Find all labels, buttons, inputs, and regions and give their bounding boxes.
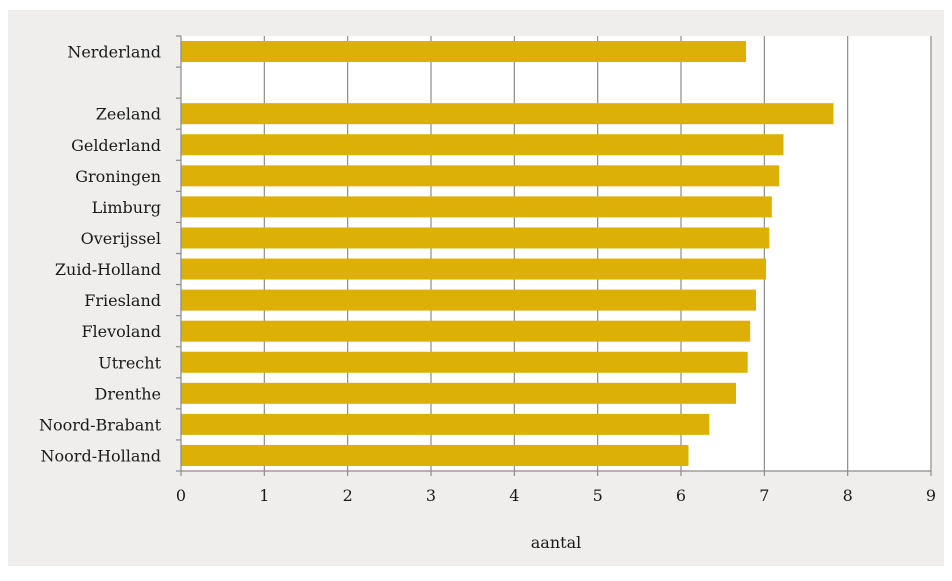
category-label: Drenthe [95,384,161,403]
bar-utrecht [181,351,748,373]
category-label: Gelderland [71,136,161,155]
bar-overijssel [181,227,770,249]
bar-flevoland [181,320,751,342]
category-label: Flevoland [81,322,161,341]
x-tick-label: 7 [759,486,769,505]
bar-friesland [181,289,756,311]
x-tick-label: 2 [343,486,353,505]
bar-nerderland [181,41,746,63]
x-axis-title: aantal [531,533,581,552]
category-label: Groningen [75,167,161,186]
bar-noord-holland [181,444,689,466]
x-tick-label: 3 [426,486,436,505]
category-label: Nerderland [67,43,161,62]
x-tick-label: 5 [593,486,603,505]
category-label: Noord-Holland [41,446,161,465]
bar-zuid-holland [181,258,766,280]
category-label: Limburg [92,198,161,217]
bar-noord-brabant [181,413,710,435]
x-tick-label: 9 [926,486,936,505]
category-label: Utrecht [98,353,161,372]
bar-drenthe [181,382,736,404]
x-tick-label: 0 [176,486,186,505]
x-tick-label: 6 [676,486,686,505]
category-label: Friesland [84,291,161,310]
category-label: Overijssel [81,229,161,248]
bar-groningen [181,165,780,187]
bar-gelderland [181,134,784,156]
x-tick-label: 8 [843,486,853,505]
x-tick-label: 1 [259,486,269,505]
bar-limburg [181,196,772,218]
x-tick-label: 4 [509,486,519,505]
bar-zeeland [181,103,834,125]
plot-area [181,36,931,471]
category-label: Noord-Brabant [39,415,162,434]
category-label: Zeeland [96,105,161,124]
category-label: Zuid-Holland [55,260,161,279]
